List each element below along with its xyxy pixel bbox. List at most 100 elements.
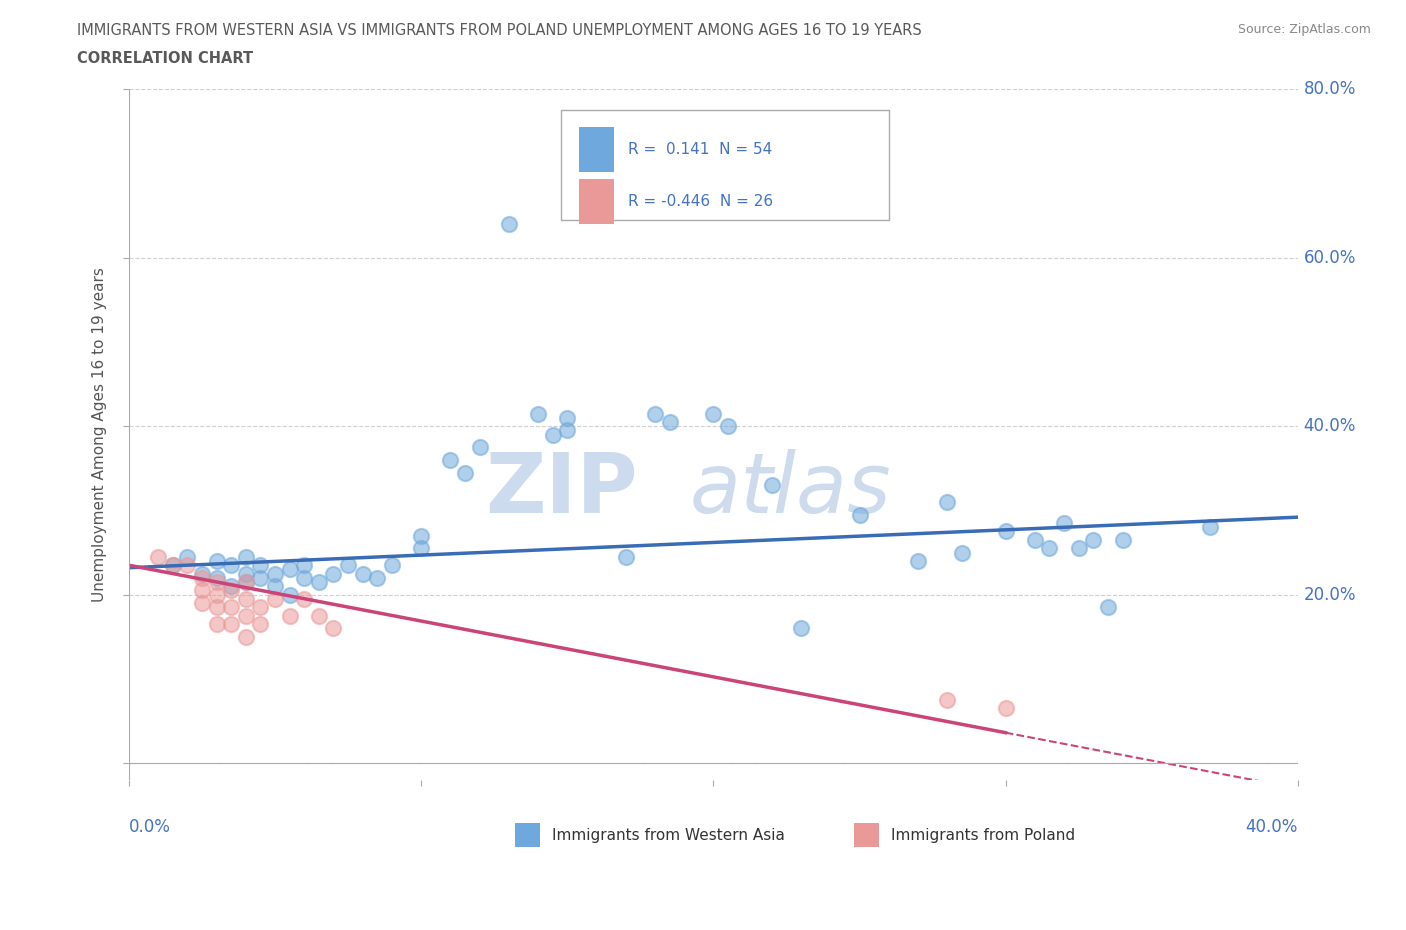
- Text: 0.0%: 0.0%: [129, 818, 170, 836]
- Point: [219, 600, 242, 615]
- Text: 60.0%: 60.0%: [1303, 248, 1357, 267]
- Text: Immigrants from Western Asia: Immigrants from Western Asia: [553, 828, 785, 843]
- Text: ZIP: ZIP: [485, 449, 637, 530]
- Point: [498, 217, 520, 232]
- Point: [1038, 541, 1060, 556]
- FancyBboxPatch shape: [853, 823, 879, 847]
- Point: [1199, 520, 1222, 535]
- Point: [936, 693, 959, 708]
- Point: [468, 440, 491, 455]
- Point: [235, 550, 257, 565]
- Point: [1053, 515, 1076, 530]
- Point: [191, 583, 214, 598]
- Point: [219, 558, 242, 573]
- Point: [308, 575, 330, 590]
- Text: IMMIGRANTS FROM WESTERN ASIA VS IMMIGRANTS FROM POLAND UNEMPLOYMENT AMONG AGES 1: IMMIGRANTS FROM WESTERN ASIA VS IMMIGRAN…: [77, 23, 922, 38]
- Point: [176, 550, 198, 565]
- Point: [936, 495, 959, 510]
- Point: [235, 608, 257, 623]
- Point: [292, 591, 315, 606]
- Text: CORRELATION CHART: CORRELATION CHART: [77, 51, 253, 66]
- Point: [264, 591, 287, 606]
- Point: [162, 558, 184, 573]
- Point: [249, 617, 271, 631]
- Point: [614, 550, 637, 565]
- FancyBboxPatch shape: [579, 179, 614, 224]
- Point: [235, 566, 257, 581]
- Point: [1067, 541, 1090, 556]
- Point: [191, 570, 214, 585]
- Point: [337, 558, 360, 573]
- Point: [366, 570, 388, 585]
- Point: [555, 410, 578, 425]
- Point: [235, 575, 257, 590]
- Point: [761, 478, 783, 493]
- Point: [278, 562, 301, 577]
- Text: Source: ZipAtlas.com: Source: ZipAtlas.com: [1237, 23, 1371, 36]
- Point: [527, 406, 550, 421]
- FancyBboxPatch shape: [561, 110, 889, 220]
- Point: [1111, 533, 1133, 548]
- Point: [994, 701, 1017, 716]
- Point: [702, 406, 724, 421]
- Text: atlas: atlas: [690, 449, 891, 530]
- Point: [322, 566, 344, 581]
- Point: [308, 608, 330, 623]
- Y-axis label: Unemployment Among Ages 16 to 19 years: Unemployment Among Ages 16 to 19 years: [93, 267, 107, 602]
- Point: [352, 566, 374, 581]
- Point: [235, 630, 257, 644]
- Point: [1024, 533, 1046, 548]
- Point: [219, 578, 242, 593]
- Point: [264, 566, 287, 581]
- Point: [235, 575, 257, 590]
- Text: 80.0%: 80.0%: [1303, 80, 1357, 98]
- Point: [381, 558, 404, 573]
- Point: [205, 553, 228, 568]
- Point: [541, 427, 564, 442]
- Point: [292, 570, 315, 585]
- Point: [249, 570, 271, 585]
- Point: [848, 507, 870, 522]
- Point: [146, 550, 169, 565]
- Point: [439, 452, 461, 467]
- FancyBboxPatch shape: [515, 823, 540, 847]
- Point: [644, 406, 666, 421]
- Point: [907, 553, 929, 568]
- Point: [717, 418, 740, 433]
- Point: [219, 617, 242, 631]
- Point: [1097, 600, 1119, 615]
- Point: [249, 558, 271, 573]
- Text: 40.0%: 40.0%: [1303, 418, 1357, 435]
- Point: [555, 423, 578, 438]
- Point: [205, 575, 228, 590]
- Point: [219, 583, 242, 598]
- Text: R =  0.141  N = 54: R = 0.141 N = 54: [628, 142, 772, 157]
- Point: [994, 525, 1017, 539]
- Point: [292, 558, 315, 573]
- Point: [264, 578, 287, 593]
- FancyBboxPatch shape: [579, 127, 614, 172]
- Point: [790, 621, 813, 636]
- Point: [1083, 533, 1105, 548]
- Text: R = -0.446  N = 26: R = -0.446 N = 26: [628, 193, 773, 209]
- Point: [278, 587, 301, 602]
- Point: [205, 617, 228, 631]
- Point: [278, 608, 301, 623]
- Point: [411, 541, 433, 556]
- Text: Immigrants from Poland: Immigrants from Poland: [891, 828, 1076, 843]
- Point: [249, 600, 271, 615]
- Point: [191, 596, 214, 611]
- Point: [205, 600, 228, 615]
- Text: 20.0%: 20.0%: [1303, 586, 1357, 604]
- Point: [162, 558, 184, 573]
- Point: [205, 587, 228, 602]
- Point: [176, 558, 198, 573]
- Point: [411, 528, 433, 543]
- Point: [205, 570, 228, 585]
- Point: [191, 566, 214, 581]
- Point: [950, 545, 973, 560]
- Text: 40.0%: 40.0%: [1246, 818, 1298, 836]
- Point: [454, 465, 477, 480]
- Point: [235, 591, 257, 606]
- Point: [658, 415, 681, 430]
